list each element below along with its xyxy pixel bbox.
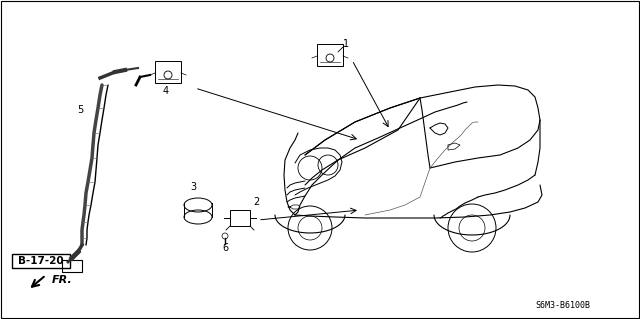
Text: B-17-20: B-17-20 [18,256,64,266]
Text: 5: 5 [77,105,83,115]
Text: 1: 1 [343,39,349,49]
Text: FR.: FR. [52,275,73,285]
Text: 3: 3 [190,182,196,192]
Bar [230,210,250,226]
Text: 4: 4 [163,86,169,96]
Text: 2: 2 [253,197,259,207]
Text: S6M3-B6100B: S6M3-B6100B [535,300,590,309]
Text: 6: 6 [222,243,228,253]
Bar [155,61,181,83]
Bar [317,44,343,66]
Bar [62,260,82,272]
